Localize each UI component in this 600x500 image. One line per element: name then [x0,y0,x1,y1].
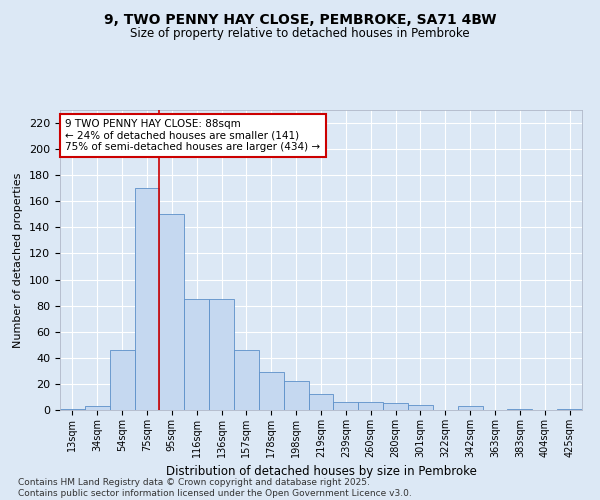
Text: 9 TWO PENNY HAY CLOSE: 88sqm
← 24% of detached houses are smaller (141)
75% of s: 9 TWO PENNY HAY CLOSE: 88sqm ← 24% of de… [65,119,320,152]
Bar [383,404,408,410]
Bar [358,402,383,410]
Text: 9, TWO PENNY HAY CLOSE, PEMBROKE, SA71 4BW: 9, TWO PENNY HAY CLOSE, PEMBROKE, SA71 4… [104,12,496,26]
Bar [234,350,259,410]
Bar [284,382,308,410]
Bar [334,402,358,410]
Bar [408,405,433,410]
Bar [160,214,184,410]
Bar [458,406,482,410]
Bar [259,372,284,410]
X-axis label: Distribution of detached houses by size in Pembroke: Distribution of detached houses by size … [166,466,476,478]
Bar [209,299,234,410]
Bar [508,408,532,410]
Bar [85,406,110,410]
Bar [557,408,582,410]
Bar [308,394,334,410]
Bar [184,299,209,410]
Text: Contains HM Land Registry data © Crown copyright and database right 2025.
Contai: Contains HM Land Registry data © Crown c… [18,478,412,498]
Bar [60,408,85,410]
Y-axis label: Number of detached properties: Number of detached properties [13,172,23,348]
Bar [134,188,160,410]
Text: Size of property relative to detached houses in Pembroke: Size of property relative to detached ho… [130,28,470,40]
Bar [110,350,134,410]
